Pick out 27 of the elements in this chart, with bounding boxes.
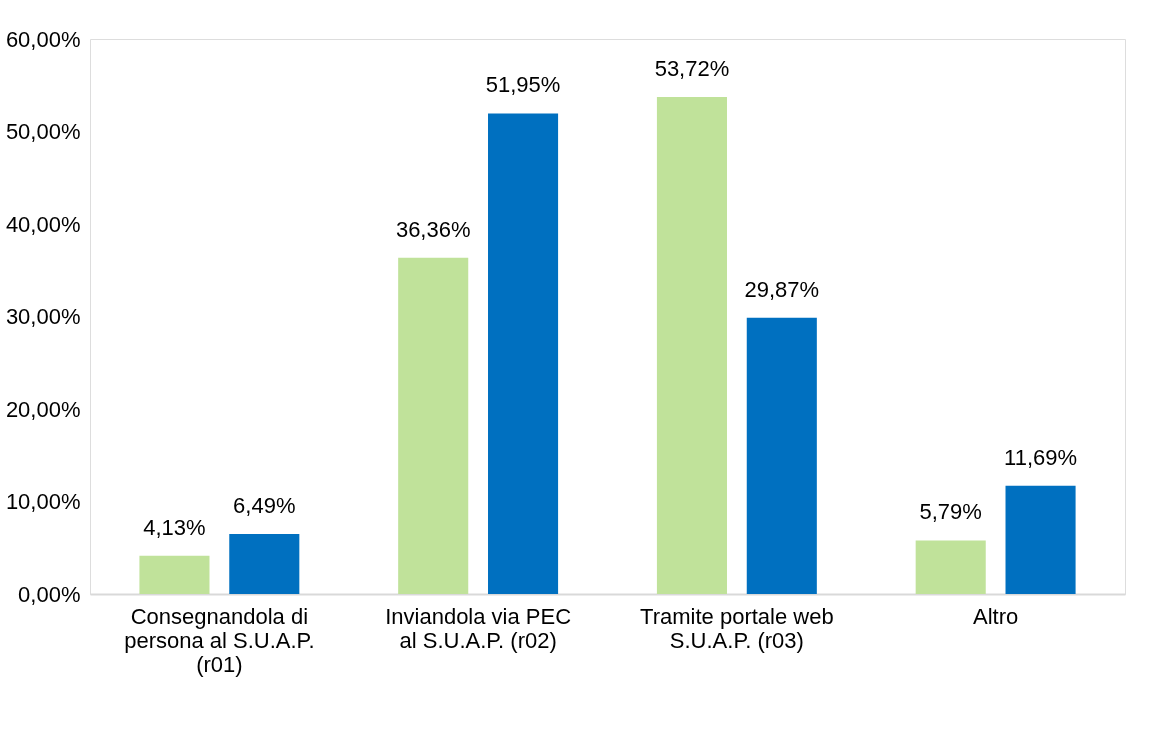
data-label: 29,87% [744, 276, 820, 302]
bar [398, 257, 469, 594]
bar [488, 113, 559, 594]
y-tick-label: 50,00% [5, 119, 81, 144]
bar [229, 533, 300, 594]
x-tick-label: Inviandola via PEC al S.U.A.P. (r02) [385, 603, 572, 653]
bar [915, 540, 986, 594]
data-label: 36,36% [395, 216, 471, 242]
bar [139, 555, 210, 594]
data-label: 4,13% [143, 514, 206, 540]
bar [1005, 485, 1076, 594]
data-label: 51,95% [485, 72, 561, 98]
data-label: 53,72% [654, 56, 730, 82]
bar [746, 317, 817, 594]
y-tick-label: 60,00% [5, 26, 81, 52]
y-tick-label: 40,00% [5, 211, 81, 237]
bar [656, 97, 727, 594]
data-label: 6,49% [233, 492, 296, 518]
data-label: 5,79% [919, 499, 982, 525]
x-tick-label: Tramite portale web S.U.A.P. (r03) [640, 603, 834, 653]
y-tick-label: 0,00% [18, 581, 81, 607]
data-label: 11,69% [1004, 444, 1078, 470]
y-tick-label: 20,00% [5, 396, 81, 422]
x-tick-label: Consegnandola di persona al S.U.A.P. (r01) [124, 603, 315, 677]
x-tick-label: Altro [973, 603, 1019, 629]
y-tick-label: 10,00% [5, 489, 81, 514]
y-tick-label: 30,00% [5, 304, 81, 329]
